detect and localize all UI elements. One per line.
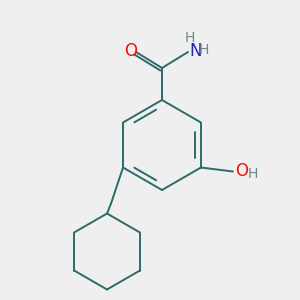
Text: O: O	[235, 161, 248, 179]
Text: H: H	[185, 31, 195, 45]
Text: O: O	[124, 42, 137, 60]
Text: H: H	[248, 167, 258, 181]
Text: H: H	[199, 43, 209, 57]
Text: N: N	[189, 42, 202, 60]
